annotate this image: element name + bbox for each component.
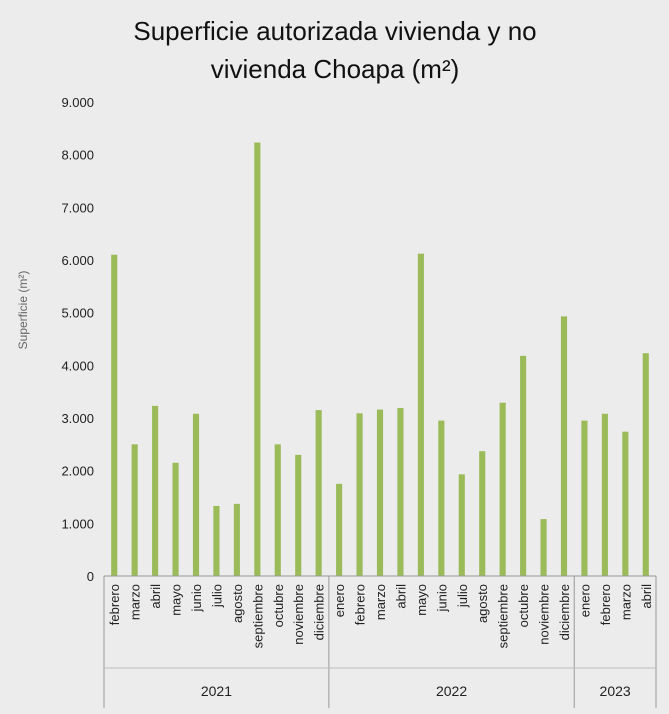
- x-tick-label: septiembre: [250, 584, 265, 648]
- y-tick-label: 1.000: [61, 516, 94, 531]
- y-tick-label: 4.000: [61, 358, 94, 373]
- y-tick-label: 9.000: [61, 95, 94, 110]
- x-tick-label: abril: [393, 584, 408, 609]
- bar: [192, 413, 200, 576]
- x-tick-label: enero: [332, 584, 347, 617]
- bar: [601, 413, 608, 576]
- bar: [336, 483, 343, 576]
- bar: [458, 474, 465, 576]
- x-tick-label: diciembre: [312, 584, 327, 640]
- x-tick-label: enero: [577, 584, 592, 617]
- bar: [560, 316, 568, 576]
- bar: [622, 431, 629, 576]
- bar: [274, 444, 281, 576]
- x-tick-label: noviembre: [537, 584, 552, 645]
- x-tick-label: febrero: [107, 584, 122, 625]
- year-label: 2021: [201, 683, 232, 699]
- x-tick-label: agosto: [475, 584, 490, 623]
- x-tick-label: noviembre: [291, 584, 306, 645]
- bar: [581, 420, 588, 576]
- y-tick-label: 3.000: [61, 411, 94, 426]
- year-label: 2022: [436, 683, 467, 699]
- bar: [520, 355, 527, 576]
- bar: [131, 444, 138, 576]
- bar: [315, 410, 322, 576]
- bar: [642, 353, 649, 576]
- x-tick-label: febrero: [353, 584, 368, 625]
- x-tick-label: marzo: [618, 584, 633, 620]
- x-axis-ticks: febrero marzo abril mayo junio julio agosto sep…: [107, 584, 654, 648]
- x-tick-label: octubre: [516, 584, 531, 627]
- chart-title-line-1: Superficie autorizada vivienda y no: [133, 16, 536, 46]
- x-tick-label: junio: [434, 584, 449, 612]
- y-tick-label: 8.000: [61, 148, 94, 163]
- y-tick-label: 2.000: [61, 464, 94, 479]
- x-tick-label: marzo: [373, 584, 388, 620]
- x-tick-label: marzo: [128, 584, 143, 620]
- bar: [479, 451, 486, 576]
- x-tick-label: septiembre: [496, 584, 511, 648]
- y-tick-label: 5.000: [61, 306, 94, 321]
- x-tick-label: abril: [639, 584, 654, 609]
- x-tick-label: julio: [209, 584, 224, 608]
- x-tick-label: octubre: [271, 584, 286, 627]
- x-tick-label: febrero: [598, 584, 613, 625]
- bars: [111, 142, 649, 576]
- bar: [172, 462, 179, 576]
- y-tick-label: 7.000: [61, 200, 94, 215]
- x-tick-label: junio: [189, 584, 204, 612]
- bar: [152, 405, 159, 576]
- y-tick-label: 6.000: [61, 253, 94, 268]
- bar: [356, 413, 363, 576]
- x-tick-label: julio: [455, 584, 470, 608]
- bar: [376, 409, 384, 576]
- y-axis-label: Superficie (m²): [16, 271, 30, 350]
- bar: [295, 454, 302, 576]
- y-axis-ticks: 0 1.000 2.000 3.000 4.000 5.000 6.000 7.000 8.00…: [61, 95, 94, 584]
- chart-title-line-2: vivienda Choapa (m²): [211, 54, 460, 84]
- bar: [438, 420, 445, 576]
- x-tick-label: agosto: [230, 584, 245, 623]
- bar: [499, 402, 506, 576]
- x-tick-label: mayo: [414, 584, 429, 616]
- bar: [397, 407, 404, 576]
- x-tick-label: mayo: [169, 584, 184, 616]
- year-group-labels: 2021 2022 2023: [201, 683, 631, 699]
- bar: [254, 142, 261, 576]
- x-tick-label: diciembre: [557, 584, 572, 640]
- axis-lines: [103, 575, 657, 708]
- year-label: 2023: [600, 683, 631, 699]
- bar: [540, 519, 547, 576]
- bar: [417, 253, 424, 576]
- bar: [213, 505, 220, 576]
- x-tick-label: abril: [148, 584, 163, 609]
- y-tick-label: 0: [87, 569, 94, 584]
- bar: [233, 503, 240, 576]
- bar: [111, 254, 118, 576]
